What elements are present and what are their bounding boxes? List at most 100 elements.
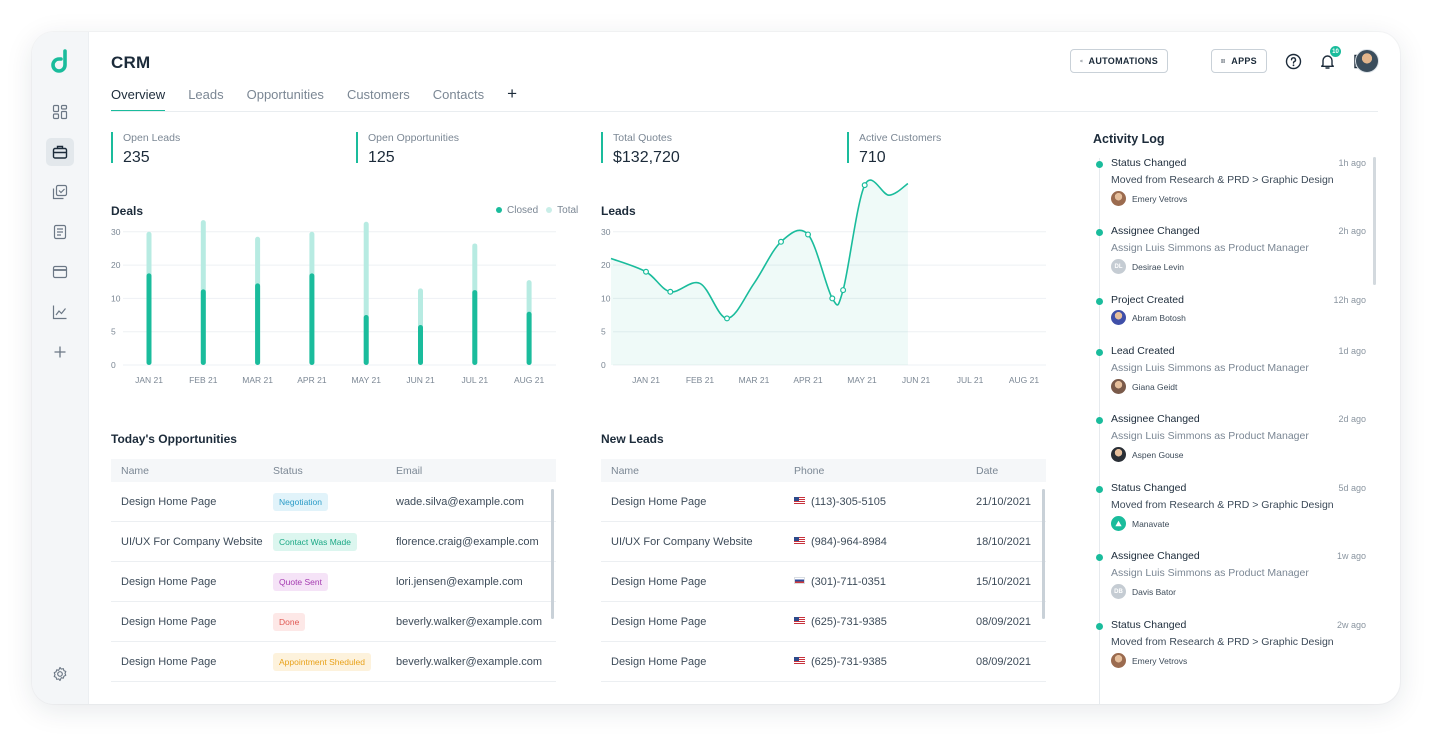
- activity-scrollbar[interactable]: [1373, 157, 1376, 285]
- opportunities-scrollbar[interactable]: [551, 489, 554, 619]
- x-tick-label: JAN 21: [632, 375, 660, 385]
- new-leads-scrollbar[interactable]: [1042, 489, 1045, 619]
- date-cell: 08/09/2021: [976, 615, 1032, 628]
- apps-grid-icon: [1221, 59, 1226, 63]
- bell-icon[interactable]: 10: [1317, 46, 1341, 71]
- gear-icon[interactable]: [46, 660, 74, 688]
- activity-time: 5d ago: [1338, 483, 1366, 493]
- chart-line-icon[interactable]: [46, 298, 74, 326]
- copy-check-icon[interactable]: [46, 178, 74, 206]
- tab-leads[interactable]: Leads: [188, 87, 224, 102]
- email-cell[interactable]: wade.silva@example.com: [396, 495, 524, 508]
- credit-card-icon[interactable]: [46, 258, 74, 286]
- bar-closed: [200, 289, 206, 365]
- table-row[interactable]: Design Home Page Appointment Sheduled beve…: [111, 642, 556, 682]
- activity-time: 1w ago: [1336, 551, 1366, 561]
- user-avatar[interactable]: [1355, 49, 1379, 73]
- data-point: [778, 238, 785, 245]
- help-icon[interactable]: [1283, 51, 1303, 71]
- opportunities-title: Today's Opportunities: [111, 432, 237, 446]
- email-cell[interactable]: beverly.walker@example.com: [396, 655, 543, 668]
- column-header[interactable]: Date: [976, 464, 999, 477]
- stat-value: 125: [368, 149, 395, 166]
- activity-user: Abram Botosh: [1111, 310, 1186, 325]
- dashboard-icon[interactable]: [46, 98, 74, 126]
- lead-name: Design Home Page: [611, 655, 707, 668]
- briefcase-icon[interactable]: [46, 138, 74, 166]
- user-avatar: DL: [1111, 259, 1126, 274]
- document-icon[interactable]: [46, 218, 74, 246]
- tab-overview[interactable]: Overview: [111, 87, 166, 112]
- table-row[interactable]: Design Home Page (625)-731-9385 08/09/2021: [601, 602, 1046, 642]
- leads-chart-title: Leads: [601, 204, 636, 218]
- activity-time: 1d ago: [1338, 346, 1366, 356]
- legend-total: Total: [546, 205, 578, 216]
- brand-logo[interactable]: [49, 49, 71, 73]
- email-cell[interactable]: lori.jensen@example.com: [396, 575, 523, 588]
- apps-label: APPS: [1231, 56, 1257, 66]
- column-header[interactable]: Status: [273, 464, 303, 477]
- app-window: CRM AUTOMATIONS APPS 10 Overview Leads O…: [32, 32, 1400, 704]
- stat-label: Open Leads: [123, 132, 181, 144]
- tab-contacts[interactable]: Contacts: [432, 87, 485, 102]
- bar-closed: [309, 273, 315, 365]
- column-header[interactable]: Email: [396, 464, 423, 477]
- table-row[interactable]: Design Home Page (113)-305-5105 21/10/2021: [601, 482, 1046, 522]
- activity-user: DB Davis Bator: [1111, 584, 1176, 599]
- activity-log: Activity Log Status Changed 1h ago Moved f…: [1093, 132, 1373, 704]
- y-tick-label: 10: [601, 293, 611, 303]
- email-cell[interactable]: beverly.walker@example.com: [396, 615, 543, 628]
- user-name: Davis Bator: [1132, 586, 1176, 597]
- bar-closed: [363, 315, 369, 365]
- email-cell[interactable]: florence.craig@example.com: [396, 535, 539, 548]
- apps-button[interactable]: APPS: [1211, 49, 1267, 73]
- user-avatar: [1111, 310, 1126, 325]
- bar-closed: [526, 311, 532, 365]
- x-tick-label: JUN 21: [902, 375, 931, 385]
- table-row[interactable]: Design Home Page Quote Sent lori.jensen@ex…: [111, 562, 556, 602]
- automations-button[interactable]: AUTOMATIONS: [1070, 49, 1168, 73]
- table-row[interactable]: Design Home Page Done beverly.walker@examp…: [111, 602, 556, 642]
- timeline-dot: [1096, 298, 1103, 305]
- scrollbar-thumb[interactable]: [551, 489, 554, 619]
- y-tick-label: 30: [111, 227, 121, 237]
- table-row[interactable]: Design Home Page (625)-731-9385 08/09/2021: [601, 642, 1046, 682]
- page-title: CRM: [111, 53, 151, 72]
- stat-value: $132,720: [613, 149, 680, 166]
- y-tick-label: 0: [601, 360, 606, 370]
- scrollbar-thumb[interactable]: [1042, 489, 1045, 619]
- stat-open-opportunities: Open Opportunities 125: [356, 132, 459, 166]
- activity-time: 1h ago: [1338, 158, 1366, 168]
- activity-description: Assign Luis Simmons as Product Manager: [1111, 362, 1309, 374]
- activity-title: Status Changed: [1111, 482, 1187, 494]
- tab-divider: [111, 111, 1378, 112]
- activity-title: Lead Created: [1111, 345, 1175, 357]
- tab-bar: Overview Leads Opportunities Customers C…: [111, 84, 518, 112]
- column-header[interactable]: Name: [121, 464, 150, 477]
- x-tick-label: MAY 21: [847, 375, 877, 385]
- date-cell: 08/09/2021: [976, 655, 1032, 668]
- add-tab-icon[interactable]: +: [507, 84, 518, 103]
- activity-time: 2w ago: [1336, 620, 1366, 630]
- table-row[interactable]: Design Home Page Negotiation wade.silva@ex…: [111, 482, 556, 522]
- phone-cell: (625)-731-9385: [784, 616, 966, 628]
- x-tick-label: MAR 21: [242, 375, 273, 385]
- tab-customers[interactable]: Customers: [346, 87, 410, 102]
- date-cell: 21/10/2021: [976, 495, 1032, 508]
- activity-title: Project Created: [1111, 294, 1184, 306]
- stat-value: 235: [123, 149, 150, 166]
- column-header[interactable]: Name: [611, 464, 640, 477]
- column-header[interactable]: Phone: [794, 464, 825, 477]
- phone-cell: (113)-305-5105: [784, 496, 966, 508]
- plus-icon[interactable]: [46, 338, 74, 366]
- table-row[interactable]: Design Home Page (301)-711-0351 15/10/2021: [601, 562, 1046, 602]
- activity-time: 2d ago: [1338, 414, 1366, 424]
- user-name: Abram Botosh: [1132, 312, 1186, 323]
- table-row[interactable]: UI/UX For Company Website Contact Was Mad…: [111, 522, 556, 562]
- tab-opportunities[interactable]: Opportunities: [246, 87, 324, 102]
- x-tick-label: APR 21: [297, 375, 327, 385]
- user-name: Emery Vetrovs: [1132, 655, 1188, 666]
- table-row[interactable]: UI/UX For Company Website (984)-964-8984 1…: [601, 522, 1046, 562]
- scrollbar-thumb[interactable]: [1373, 157, 1376, 285]
- activity-user: Giana Geidt: [1111, 379, 1177, 394]
